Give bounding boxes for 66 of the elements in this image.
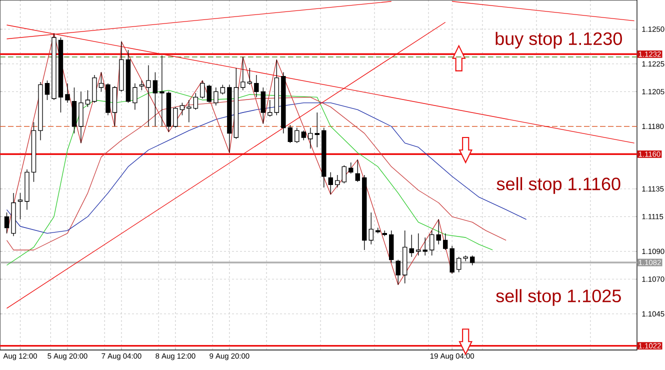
candlestick xyxy=(450,245,454,274)
candlestick xyxy=(220,84,226,95)
candlestick xyxy=(65,82,70,104)
candlestick xyxy=(38,82,43,141)
candlestick xyxy=(146,64,151,127)
candlestick xyxy=(382,230,387,236)
candlestick xyxy=(335,174,340,188)
candlestick xyxy=(106,82,110,116)
candlestick xyxy=(456,256,462,273)
candlestick xyxy=(200,80,205,99)
candlestick xyxy=(160,55,164,127)
candlestick xyxy=(274,59,280,116)
candlestick xyxy=(112,86,118,127)
candlestick xyxy=(166,91,172,132)
candlestick xyxy=(227,84,232,154)
candlestick xyxy=(376,227,380,234)
candlestick xyxy=(193,92,198,110)
candlestick xyxy=(98,72,104,92)
candlestick xyxy=(342,164,346,184)
candlestick xyxy=(301,130,306,141)
candlestick xyxy=(463,255,468,262)
candlestick xyxy=(260,87,266,124)
candlestick xyxy=(396,259,400,286)
candlestick xyxy=(152,72,158,127)
candlestick xyxy=(52,32,56,100)
candlestick xyxy=(85,90,90,108)
candlestick xyxy=(58,37,64,113)
annotation: sell stop 1.1160 xyxy=(496,177,620,194)
candlestick xyxy=(402,230,408,284)
candlestick xyxy=(72,87,77,134)
candlestick xyxy=(119,41,124,92)
candlestick xyxy=(92,74,97,104)
candlestick xyxy=(4,212,10,234)
candlestick xyxy=(430,230,434,256)
candlestick xyxy=(443,232,448,250)
candlestick xyxy=(186,100,192,123)
candlestick xyxy=(268,100,272,117)
candlestick xyxy=(288,124,293,144)
candlestick xyxy=(389,230,394,263)
candlestick xyxy=(355,159,360,182)
candlestick xyxy=(214,87,218,106)
candlestick xyxy=(362,174,367,250)
candlestick xyxy=(322,127,326,188)
candlestick xyxy=(254,74,259,98)
candlestick xyxy=(308,127,313,149)
candlestick xyxy=(206,84,212,104)
candlestick xyxy=(234,68,239,140)
candlestick xyxy=(44,80,50,100)
candlestick xyxy=(180,102,185,116)
candlestick xyxy=(281,72,286,134)
candlestick xyxy=(368,212,374,245)
candlestick xyxy=(173,106,178,128)
candlestick xyxy=(328,172,334,195)
candlestick xyxy=(11,192,16,236)
candlestick xyxy=(132,82,138,110)
annotation: buy stop 1.1230 xyxy=(496,32,622,49)
line-series xyxy=(6,102,527,234)
annotation: sell stop 1.1025 xyxy=(496,289,621,306)
candlestick xyxy=(31,122,36,182)
candlestick xyxy=(470,255,475,266)
candlestick xyxy=(240,56,246,91)
candlestick xyxy=(126,50,131,104)
candlestick xyxy=(348,162,354,174)
candlestick xyxy=(24,169,30,210)
candlestick xyxy=(78,91,84,144)
candlestick xyxy=(294,127,300,144)
